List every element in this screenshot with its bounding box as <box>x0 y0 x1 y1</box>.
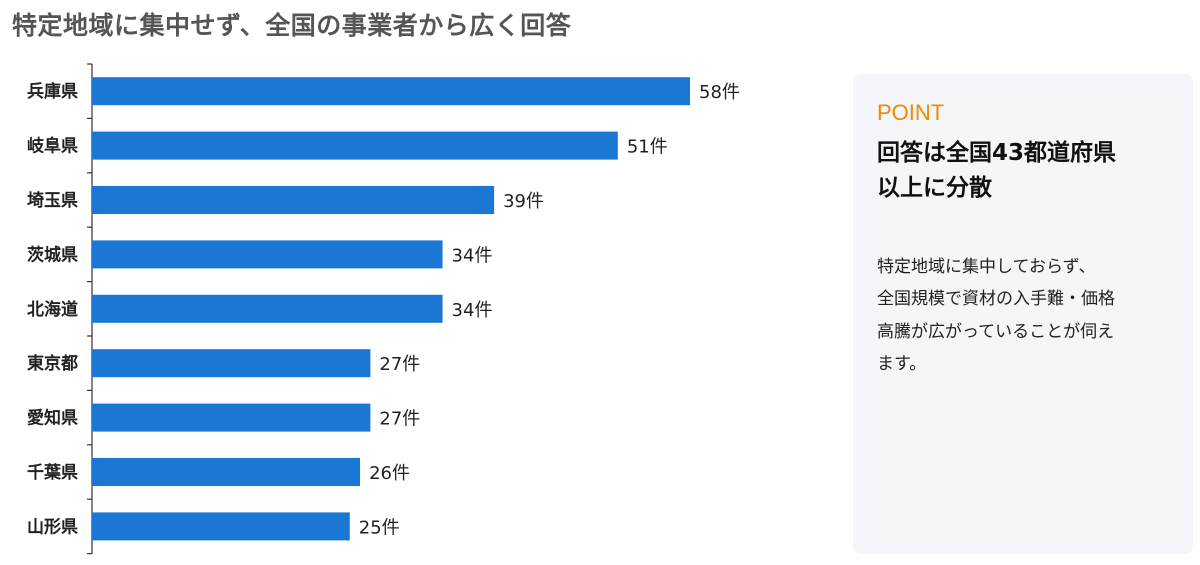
value-label: 27件 <box>379 354 420 375</box>
value-label: 25件 <box>359 517 400 538</box>
bar <box>92 77 690 106</box>
headline: 特定地域に集中せず、全国の事業者から広く回答 <box>12 11 572 40</box>
point-body-line: 特定地域に集中しておらず、 <box>877 257 1096 277</box>
category-label: 千葉県 <box>27 462 78 483</box>
category-label: 東京都 <box>27 353 78 374</box>
bar <box>92 512 350 541</box>
category-label: 茨城県 <box>27 244 78 265</box>
category-label: 兵庫県 <box>27 81 78 102</box>
bar <box>92 131 618 160</box>
value-label: 27件 <box>379 409 420 430</box>
point-title-line: 以上に分散 <box>877 174 992 201</box>
value-label: 34件 <box>452 245 493 266</box>
bar <box>92 240 443 269</box>
category-label: 岐阜県 <box>27 136 78 157</box>
value-label: 51件 <box>627 137 668 158</box>
bar <box>92 458 361 486</box>
value-label: 58件 <box>699 82 740 103</box>
category-label: 埼玉県 <box>27 190 78 211</box>
value-label: 26件 <box>369 463 410 484</box>
category-label: 山形県 <box>27 516 78 537</box>
value-label: 39件 <box>503 191 544 212</box>
point-body-line: ます。 <box>877 353 927 374</box>
category-label: 北海道 <box>27 299 78 320</box>
point-title: 回答は全国43都道府県 以上に分散 <box>877 136 1169 205</box>
bar <box>92 403 371 432</box>
point-body: 特定地域に集中しておらず、 全国規模で資材の入手難・価格 高騰が広がっていること… <box>877 251 1169 380</box>
point-body-line: 全国規模で資材の入手難・価格 <box>877 289 1115 310</box>
bar <box>92 186 495 214</box>
category-label: 愛知県 <box>27 408 78 429</box>
bar <box>92 349 371 378</box>
point-card: POINT 回答は全国43都道府県 以上に分散 特定地域に集中しておらず、 全国… <box>853 74 1193 554</box>
point-label: POINT <box>877 100 945 125</box>
value-label: 34件 <box>452 300 493 321</box>
point-title-line: 回答は全国43都道府県 <box>877 140 1117 166</box>
bar-chart: 兵庫県 58件 岐阜県 51件 埼玉県 39件 茨城県 34件 北海道 34件 東京都 27件 愛知県 2… <box>0 56 830 556</box>
bar <box>92 294 443 323</box>
point-body-line: 高騰が広がっていることが伺え <box>877 321 1115 342</box>
